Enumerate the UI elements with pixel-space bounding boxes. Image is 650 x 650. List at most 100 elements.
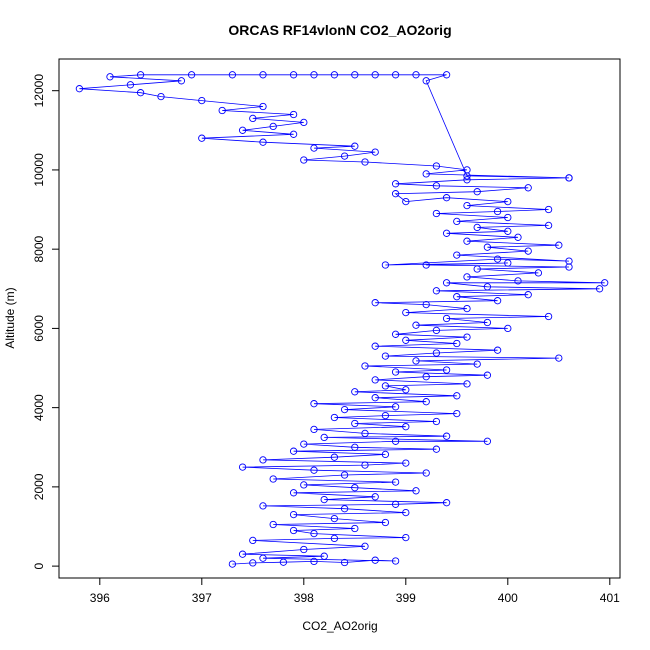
data-point (453, 217, 461, 226)
data-point (351, 388, 359, 396)
data-point (238, 463, 247, 471)
data-point (381, 261, 390, 269)
series-line (79, 74, 605, 565)
data-point (555, 354, 563, 362)
data-point (483, 318, 492, 327)
data-point (289, 110, 298, 119)
data-point (300, 118, 308, 127)
data-point (310, 466, 318, 474)
data-point (483, 437, 492, 445)
x-tick-label: 400 (498, 591, 518, 605)
data-point (463, 380, 471, 388)
data-point (483, 371, 492, 379)
data-point (565, 174, 573, 182)
data-point (514, 277, 522, 285)
data-point (259, 554, 267, 562)
data-point (249, 559, 257, 567)
data-point (442, 366, 451, 374)
y-tick-label: 6000 (32, 315, 46, 342)
data-point (136, 71, 145, 79)
data-point (330, 71, 339, 79)
data-point (289, 130, 298, 138)
data-point (473, 223, 481, 232)
data-point (402, 386, 410, 394)
data-point (320, 433, 328, 442)
data-point (483, 243, 492, 251)
data-point (463, 237, 471, 245)
data-point (371, 299, 379, 307)
x-axis-label: CO2_AO2orig (302, 619, 377, 633)
data-point (432, 417, 441, 426)
data-point (371, 148, 379, 156)
data-point (422, 261, 430, 269)
data-point (259, 71, 267, 79)
data-point (432, 326, 441, 335)
data-point (473, 360, 481, 368)
chart-title: ORCAS RF14vlonN CO2_AO2orig (228, 22, 451, 38)
data-point (238, 126, 247, 134)
data-point (402, 459, 410, 467)
data-point (432, 287, 441, 295)
data-point (422, 373, 430, 381)
data-point (310, 557, 318, 566)
y-tick-label: 8000 (32, 235, 46, 262)
data-point (555, 241, 563, 249)
data-point (198, 96, 206, 105)
data-point (453, 392, 461, 400)
data-point (371, 71, 379, 79)
data-point (453, 409, 461, 418)
data-point (361, 158, 369, 166)
data-point (351, 443, 359, 451)
data-point (453, 293, 461, 301)
data-point (228, 560, 237, 568)
data-point (493, 346, 502, 354)
data-point (218, 106, 226, 115)
data-point (463, 176, 471, 184)
data-point (463, 304, 471, 313)
data-point (595, 285, 604, 293)
data-point (351, 484, 359, 492)
data-point (453, 339, 461, 348)
data-point (106, 73, 114, 81)
data-point (310, 400, 318, 408)
data-point (391, 71, 400, 79)
data-point (136, 89, 145, 97)
x-tick-label: 398 (294, 591, 314, 605)
data-point (565, 263, 573, 271)
data-point (351, 524, 359, 533)
data-point (310, 529, 318, 538)
data-point (228, 71, 237, 79)
data-point (259, 102, 267, 111)
data-point (381, 518, 390, 527)
data-point (259, 502, 267, 510)
data-point (473, 188, 481, 196)
data-point (422, 398, 430, 406)
data-point (157, 92, 165, 101)
y-tick-label: 4000 (32, 394, 46, 421)
data-point (269, 122, 277, 131)
x-tick-label: 399 (396, 591, 416, 605)
data-point (442, 432, 451, 440)
data-point (391, 330, 400, 338)
data-point (300, 156, 308, 164)
data-point (371, 376, 379, 384)
data-point (75, 85, 84, 93)
data-point (432, 445, 441, 453)
data-point (381, 411, 390, 420)
data-point (371, 342, 379, 350)
data-point (601, 279, 609, 287)
data-point (289, 71, 298, 79)
data-point (412, 321, 420, 329)
data-point (371, 493, 379, 501)
data-point (289, 526, 298, 535)
data-point (534, 269, 543, 277)
data-point (330, 413, 339, 422)
data-point (463, 333, 471, 341)
data-point (310, 71, 318, 79)
data-point (300, 440, 308, 448)
data-point (544, 312, 553, 321)
data-point (432, 209, 441, 218)
data-point (391, 190, 400, 198)
data-point (402, 423, 410, 431)
